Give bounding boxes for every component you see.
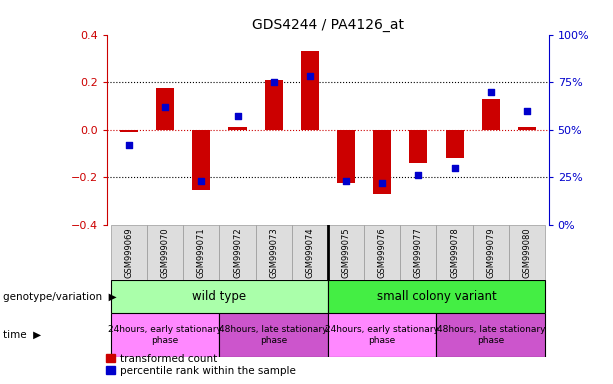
Bar — [409, 130, 427, 163]
Point — [341, 178, 351, 184]
Bar — [301, 51, 319, 130]
Bar — [328, 313, 436, 357]
Bar — [256, 225, 292, 280]
Bar — [328, 280, 545, 313]
Text: 48hours, late stationary
phase: 48hours, late stationary phase — [219, 325, 328, 345]
Bar — [446, 130, 463, 158]
Bar — [364, 225, 400, 280]
Text: GSM999070: GSM999070 — [161, 227, 170, 278]
Text: time  ▶: time ▶ — [3, 330, 41, 340]
Bar — [436, 313, 545, 357]
Text: GSM999071: GSM999071 — [197, 227, 206, 278]
Bar — [509, 225, 545, 280]
Bar — [120, 130, 138, 132]
Text: 24hours, early stationary
phase: 24hours, early stationary phase — [326, 325, 439, 345]
Bar — [328, 225, 364, 280]
Text: 48hours, late stationary
phase: 48hours, late stationary phase — [436, 325, 545, 345]
Bar — [229, 127, 246, 130]
Bar — [156, 88, 174, 130]
Bar — [482, 99, 500, 130]
Text: GSM999069: GSM999069 — [124, 227, 134, 278]
Bar — [265, 80, 283, 130]
Bar — [183, 225, 219, 280]
Legend: transformed count, percentile rank within the sample: transformed count, percentile rank withi… — [106, 354, 295, 376]
Text: wild type: wild type — [192, 290, 246, 303]
Title: GDS4244 / PA4126_at: GDS4244 / PA4126_at — [252, 18, 404, 32]
Point — [522, 108, 532, 114]
Point — [450, 165, 460, 171]
Text: GSM999077: GSM999077 — [414, 227, 423, 278]
Point — [486, 89, 496, 95]
Text: GSM999075: GSM999075 — [341, 227, 351, 278]
Bar — [400, 225, 436, 280]
Bar — [147, 225, 183, 280]
Bar — [111, 313, 219, 357]
Text: GSM999076: GSM999076 — [378, 227, 387, 278]
Point — [268, 79, 278, 85]
Bar — [192, 130, 210, 190]
Text: small colony variant: small colony variant — [376, 290, 497, 303]
Bar — [473, 225, 509, 280]
Bar — [373, 130, 391, 194]
Point — [305, 73, 314, 79]
Text: GSM999073: GSM999073 — [269, 227, 278, 278]
Text: GSM999079: GSM999079 — [486, 227, 495, 278]
Point — [232, 113, 242, 119]
Text: genotype/variation  ▶: genotype/variation ▶ — [3, 291, 116, 302]
Bar — [219, 225, 256, 280]
Text: GSM999072: GSM999072 — [233, 227, 242, 278]
Bar — [337, 130, 355, 183]
Text: GSM999078: GSM999078 — [450, 227, 459, 278]
Point — [124, 142, 134, 148]
Bar — [436, 225, 473, 280]
Text: 24hours, early stationary
phase: 24hours, early stationary phase — [109, 325, 222, 345]
Text: GSM999074: GSM999074 — [305, 227, 314, 278]
Bar — [111, 225, 147, 280]
Point — [414, 172, 424, 178]
Point — [160, 104, 170, 110]
Text: GSM999080: GSM999080 — [522, 227, 531, 278]
Point — [196, 178, 206, 184]
Bar — [111, 280, 328, 313]
Point — [378, 180, 387, 186]
Bar — [292, 225, 328, 280]
Bar — [518, 127, 536, 130]
Bar — [219, 313, 328, 357]
